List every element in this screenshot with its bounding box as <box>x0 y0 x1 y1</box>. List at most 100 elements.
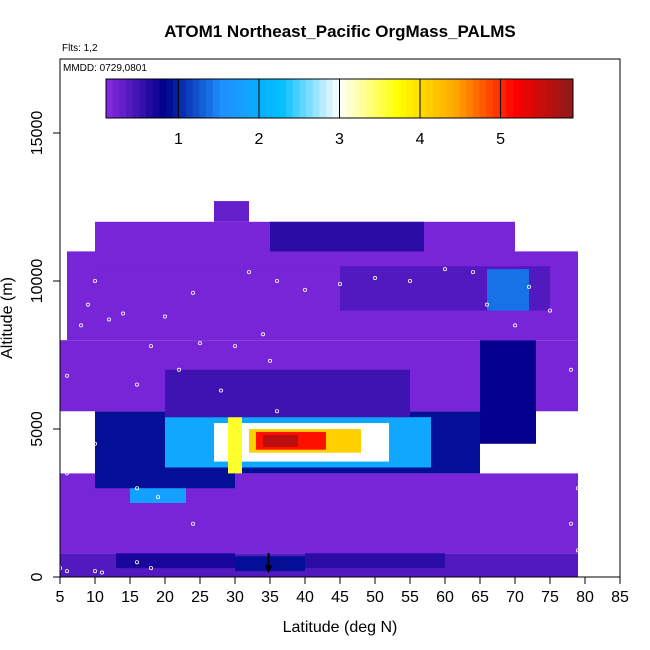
colorbar-segment <box>339 79 347 118</box>
colorbar-segment <box>452 79 461 118</box>
colorbar-tick-label: 1 <box>174 131 183 148</box>
date-annotation: MMDD: 0729,0801 <box>63 63 147 74</box>
flight-track-point <box>407 278 412 283</box>
colorbar-segment <box>259 79 267 118</box>
flight-track-point <box>267 358 272 363</box>
flight-track-point <box>253 199 258 204</box>
heatmap-cell <box>214 201 249 222</box>
flight-track-point <box>302 287 307 292</box>
x-tick-label: 60 <box>436 589 454 606</box>
y-axis-label: Altitude (m) <box>0 277 16 359</box>
flight-track-point <box>79 323 84 328</box>
heatmap-cell <box>165 369 410 418</box>
x-tick-label: 70 <box>506 589 524 606</box>
chart-title: ATOM1 Northeast_Pacific OrgMass_PALMS <box>164 22 515 41</box>
colorbar-segment <box>146 79 154 118</box>
heatmap-cell <box>487 269 529 311</box>
colorbar-segment <box>219 79 227 118</box>
x-tick-label: 20 <box>156 589 174 606</box>
colorbar-segment <box>272 79 280 118</box>
colorbar-tick-label: 5 <box>496 131 505 148</box>
colorbar-segment <box>486 79 494 118</box>
flight-track-point <box>260 332 265 337</box>
heatmap-cell <box>228 417 242 474</box>
x-tick-label: 5 <box>56 589 65 606</box>
colorbar-segment <box>299 79 307 118</box>
colorbar-segment <box>112 79 120 118</box>
x-axis: 5 10 15 20 25 30 35 40 45 50 55 60 65 70 75 80 85 <box>56 577 629 606</box>
location-marker-head <box>264 565 273 574</box>
colorbar-segment <box>446 79 454 118</box>
flight-track-point <box>65 569 70 574</box>
flight-track-point <box>65 471 70 476</box>
colorbar-segment <box>519 79 527 118</box>
x-tick-label: 35 <box>261 589 279 606</box>
colorbar-segment <box>439 79 447 118</box>
flight-track-point <box>93 441 98 446</box>
colorbar-segment <box>386 79 394 118</box>
flight-track-point <box>246 270 251 275</box>
colorbar-segment <box>159 79 167 118</box>
colorbar-segment <box>372 79 381 118</box>
colorbar-segment <box>392 79 401 118</box>
colorbar-segment <box>526 79 534 118</box>
heatmap-cell <box>235 556 305 572</box>
colorbar-segment <box>566 79 574 118</box>
colorbar-segment <box>212 79 220 118</box>
flight-track-point <box>274 409 279 414</box>
colorbar-segment <box>226 79 234 118</box>
x-tick-label: 65 <box>471 589 489 606</box>
colorbar-segment <box>546 79 554 118</box>
flight-track-point <box>121 311 126 316</box>
colorbar-segment <box>239 79 247 118</box>
flight-track-point <box>93 569 98 574</box>
colorbar-segment <box>419 79 427 118</box>
colorbar-segment <box>426 79 434 118</box>
flight-track-point <box>190 290 195 295</box>
x-axis-label: Latitude (deg N) <box>283 619 398 636</box>
heatmap-cell <box>95 470 235 489</box>
colorbar-segment <box>166 79 174 118</box>
colorbar-segment <box>292 79 300 118</box>
colorbar-segment <box>306 79 314 118</box>
colorbar-segment <box>132 79 140 118</box>
colorbar-segment <box>559 79 567 118</box>
colorbar-segment <box>512 79 521 118</box>
flight-track-point <box>148 566 153 571</box>
colorbar-segment <box>186 79 194 118</box>
colorbar-segment <box>266 79 274 118</box>
colorbar-segment <box>532 79 541 118</box>
colorbar-segment <box>286 79 294 118</box>
flights-annotation: Flts: 1,2 <box>62 43 98 54</box>
flight-track-point <box>134 486 139 491</box>
flight-track-point <box>93 278 98 283</box>
flight-track-point <box>148 344 153 349</box>
colorbar-segment <box>319 79 327 118</box>
x-tick-label: 45 <box>331 589 349 606</box>
y-tick-label: 0 <box>29 572 46 581</box>
flight-track-point <box>513 323 518 328</box>
colorbar-segment <box>366 79 374 118</box>
colorbar-segment <box>172 79 180 118</box>
flight-track-point <box>470 270 475 275</box>
colorbar-segment <box>246 79 254 118</box>
colorbar-tick-label: 3 <box>335 131 344 148</box>
flight-track-point <box>197 341 202 346</box>
flight-track-point <box>576 486 581 491</box>
flight-track-point <box>176 367 181 372</box>
flight-track-point <box>569 441 574 446</box>
y-tick-label: 15000 <box>29 111 46 156</box>
colorbar: 1 2 3 4 5 <box>105 78 574 148</box>
colorbar-segment <box>432 79 441 118</box>
heatmap-cell <box>263 434 298 447</box>
heatmap-cell <box>130 485 186 503</box>
flight-track-point <box>527 284 532 289</box>
flight-track-point <box>134 560 139 565</box>
colorbar-segment <box>346 79 354 118</box>
flight-track-point <box>72 421 77 426</box>
colorbar-segment <box>192 79 200 118</box>
colorbar-segment <box>459 79 467 118</box>
flight-track-point <box>86 302 91 307</box>
colorbar-segment <box>412 79 421 118</box>
colorbar-segment <box>312 79 320 118</box>
